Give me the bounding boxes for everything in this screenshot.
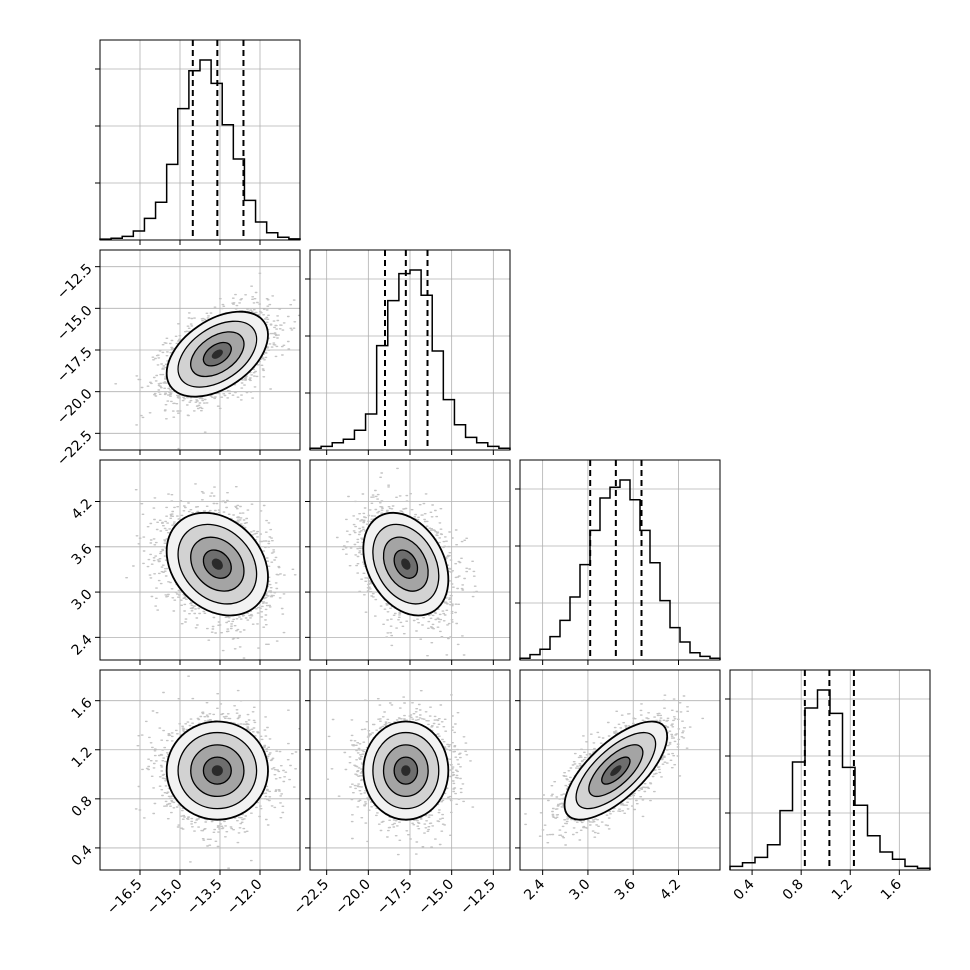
- density-contour: [211, 765, 223, 777]
- histogram-panel-2: [515, 459, 721, 665]
- density-contour: [211, 349, 223, 359]
- x-tick-label: 3.0: [567, 876, 594, 903]
- x-tick-label: −22.5: [291, 876, 333, 918]
- y-tick-label: 0.8: [69, 793, 96, 820]
- scatter-panel-2-0: 2.4 3.0 3.6 4.2: [69, 459, 301, 665]
- y-tick-label: −12.5: [54, 261, 96, 303]
- y-tick-label: 0.4: [69, 842, 96, 869]
- density: [326, 690, 475, 856]
- histogram-steps: [99, 59, 301, 240]
- y-tick-label: −20.0: [54, 386, 96, 428]
- histogram-steps: [309, 269, 511, 450]
- x-tick-label: 0.4: [731, 876, 758, 903]
- x-tick-label: 0.8: [780, 876, 807, 903]
- density: [335, 467, 478, 657]
- y-tick-label: 2.4: [69, 632, 96, 659]
- x-tick-label: −13.5: [184, 876, 226, 918]
- density: [134, 675, 300, 869]
- y-tick-label: 4.2: [69, 496, 96, 523]
- density-contour: [211, 558, 223, 570]
- panel-frame: [99, 669, 301, 871]
- x-tick-label: −20.0: [332, 876, 374, 918]
- scatter-panel-2-1: [305, 459, 511, 665]
- y-tick-label: 3.6: [69, 541, 96, 568]
- scatter-panel-3-0: −16.5−15.0−13.5−12.0 0.4 0.8 1.2 1.6: [69, 669, 301, 918]
- density: [524, 694, 705, 846]
- x-tick-label: 1.2: [829, 876, 856, 903]
- x-tick-label: −16.5: [104, 876, 146, 918]
- y-tick-label: −15.0: [54, 303, 96, 345]
- x-tick-label: −15.0: [144, 876, 186, 918]
- x-tick-label: −17.5: [374, 876, 416, 918]
- x-tick-label: 3.6: [612, 876, 639, 903]
- density-contour: [401, 558, 411, 570]
- histogram-panel-0: [95, 39, 301, 245]
- panel-frame: [99, 39, 301, 241]
- x-tick-label: 4.2: [657, 876, 684, 903]
- density: [114, 272, 300, 450]
- histogram-panel-1: [305, 249, 511, 455]
- y-tick-label: −17.5: [54, 344, 96, 386]
- density-contour: [610, 765, 622, 777]
- histogram-panel-3: 0.4 0.8 1.2 1.6: [725, 669, 931, 903]
- scatter-panel-3-2: 2.4 3.0 3.6 4.2: [515, 669, 721, 903]
- y-tick-label: −22.5: [54, 428, 96, 470]
- panel-frame: [519, 669, 721, 871]
- scatter-panel-1-0: −22.5−20.0−17.5−15.0−12.5: [54, 249, 301, 470]
- panel-frame: [99, 459, 301, 661]
- y-tick-label: 1.2: [69, 744, 96, 771]
- histogram-steps: [519, 479, 721, 660]
- x-tick-label: −12.0: [224, 876, 266, 918]
- density: [125, 483, 300, 660]
- y-tick-label: 1.6: [69, 695, 96, 722]
- x-tick-label: −15.0: [416, 876, 458, 918]
- x-tick-label: 1.6: [878, 876, 905, 903]
- y-tick-label: 3.0: [69, 586, 96, 613]
- density-contour: [401, 765, 411, 777]
- x-tick-label: −12.5: [457, 876, 499, 918]
- scatter-panel-3-1: −22.5 −20.0 −17.5 −15.0 −12.5: [291, 669, 511, 918]
- panel-frame: [519, 459, 721, 661]
- panel-frame: [729, 669, 931, 871]
- x-tick-label: 2.4: [521, 876, 548, 903]
